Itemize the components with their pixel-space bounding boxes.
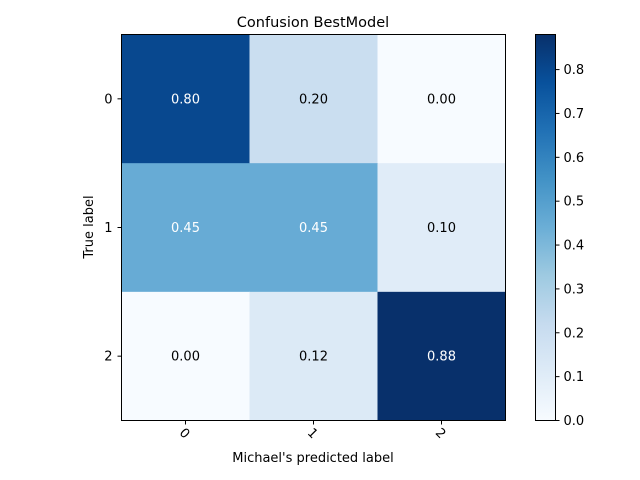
heatmap-cell bbox=[121, 163, 250, 293]
colorbar-tick-label: 0.1 bbox=[564, 370, 585, 385]
colorbar-tick-label: 0.6 bbox=[564, 151, 585, 166]
colorbar-tick-label: 0.7 bbox=[564, 107, 585, 122]
y-axis-ticks: 0 1 2 bbox=[104, 92, 122, 365]
cell-value-label: 0.20 bbox=[299, 92, 328, 107]
colorbar-tick-label: 0.2 bbox=[564, 326, 585, 341]
cell-value-label: 0.45 bbox=[171, 221, 200, 236]
x-tick-label: 1 bbox=[304, 426, 320, 442]
chart-title: Confusion BestModel bbox=[237, 15, 389, 31]
x-tick-label: 0 bbox=[176, 426, 192, 442]
heatmap-cells: 0.80 0.20 0.00 0.45 0.45 0.10 0.00 0.12 0.88 bbox=[121, 34, 506, 421]
cell-value-label: 0.12 bbox=[299, 350, 328, 365]
y-axis-label: True label bbox=[82, 195, 97, 259]
cell-value-label: 0.00 bbox=[427, 92, 456, 107]
cell-value-label: 0.88 bbox=[427, 350, 456, 365]
x-axis-ticks: 0 1 2 bbox=[176, 420, 448, 442]
heatmap-cell bbox=[121, 34, 250, 164]
heatmap-cell bbox=[377, 34, 506, 164]
heatmap-cell bbox=[377, 163, 506, 293]
y-tick-label: 1 bbox=[104, 221, 112, 236]
heatmap-cell bbox=[249, 34, 378, 164]
colorbar-tick-label: 0.3 bbox=[564, 282, 585, 297]
y-tick-label: 0 bbox=[104, 92, 112, 107]
heatmap-cell bbox=[249, 291, 378, 421]
colorbar-tick-label: 0.5 bbox=[564, 195, 585, 210]
x-axis-label: Michael's predicted label bbox=[232, 451, 394, 466]
colorbar-tick-label: 0.0 bbox=[564, 414, 585, 429]
y-tick-label: 2 bbox=[104, 350, 112, 365]
cell-value-label: 0.10 bbox=[427, 221, 456, 236]
x-tick-label: 2 bbox=[432, 426, 448, 442]
colorbar-gradient bbox=[535, 34, 556, 421]
colorbar-tick-label: 0.4 bbox=[564, 239, 585, 254]
heatmap-cell bbox=[249, 163, 378, 293]
colorbar-tick-label: 0.8 bbox=[564, 63, 585, 78]
heatmap-cell bbox=[121, 291, 250, 421]
cell-value-label: 0.00 bbox=[171, 350, 200, 365]
cell-value-label: 0.45 bbox=[299, 221, 328, 236]
cell-value-label: 0.80 bbox=[171, 92, 200, 107]
heatmap-cell bbox=[377, 291, 506, 421]
colorbar: 0.0 0.1 0.2 0.3 0.4 0.5 0.6 0.7 0.8 bbox=[535, 34, 585, 429]
